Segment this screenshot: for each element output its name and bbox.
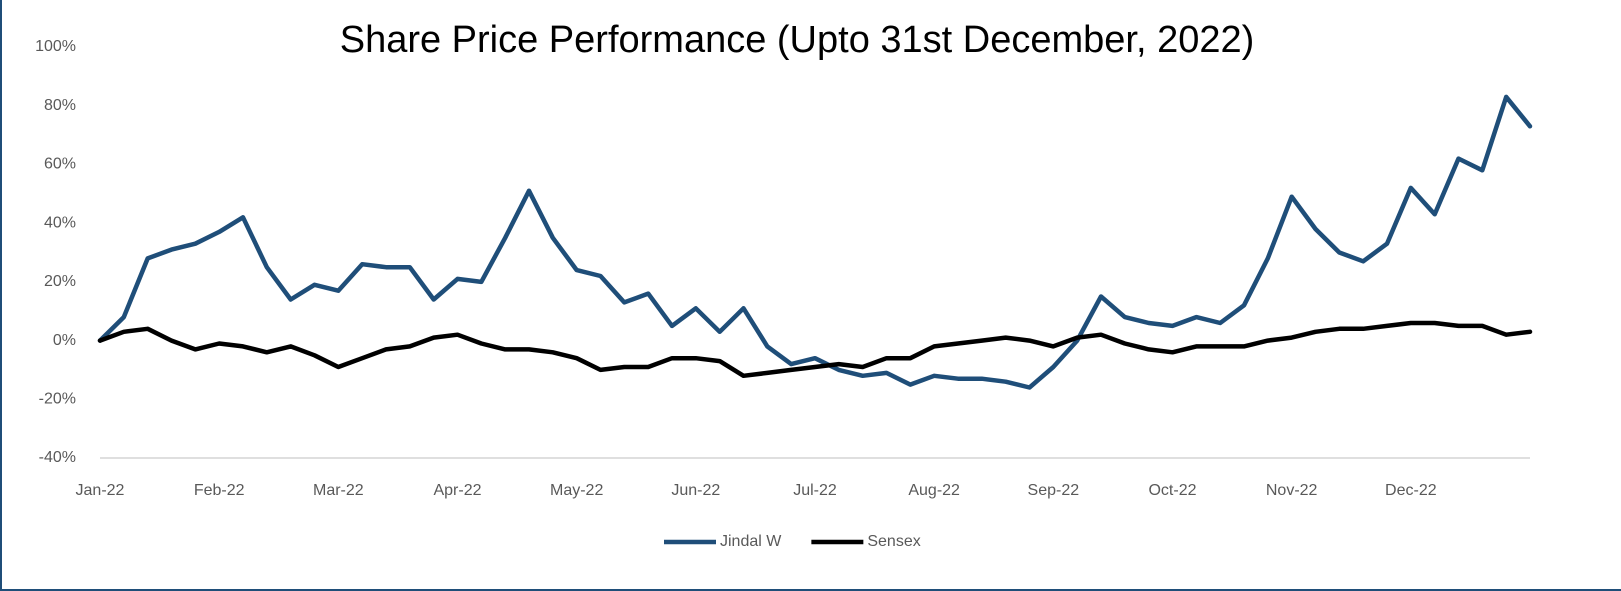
x-tick-label: Aug-22	[908, 482, 960, 499]
x-tick-label: May-22	[550, 482, 603, 499]
x-tick-label: Sep-22	[1028, 482, 1080, 499]
x-tick-label: Dec-22	[1385, 482, 1437, 499]
x-tick-label: Oct-22	[1148, 482, 1196, 499]
y-tick-label: 60%	[44, 156, 76, 173]
y-tick-label: 100%	[35, 38, 76, 55]
chart-title: Share Price Performance (Upto 31st Decem…	[340, 19, 1255, 61]
y-tick-label: 20%	[44, 273, 76, 290]
y-tick-label: 0%	[53, 332, 76, 349]
legend-label: Jindal W	[720, 533, 782, 550]
series-line	[97, 320, 1533, 379]
x-tick-label: Jan-22	[76, 482, 125, 499]
x-tick-label: Feb-22	[194, 482, 245, 499]
x-tick-label: Jun-22	[671, 482, 720, 499]
y-tick-label: 80%	[44, 97, 76, 114]
x-tick-label: Mar-22	[313, 482, 364, 499]
y-tick-label: -20%	[39, 391, 76, 408]
x-tick-label: Apr-22	[433, 482, 481, 499]
y-tick-label: 40%	[44, 214, 76, 231]
x-tick-label: Jul-22	[793, 482, 837, 499]
series-line	[97, 94, 1533, 390]
y-tick-label: -40%	[39, 449, 76, 466]
x-tick-label: Nov-22	[1266, 482, 1318, 499]
legend-label: Sensex	[867, 533, 920, 550]
